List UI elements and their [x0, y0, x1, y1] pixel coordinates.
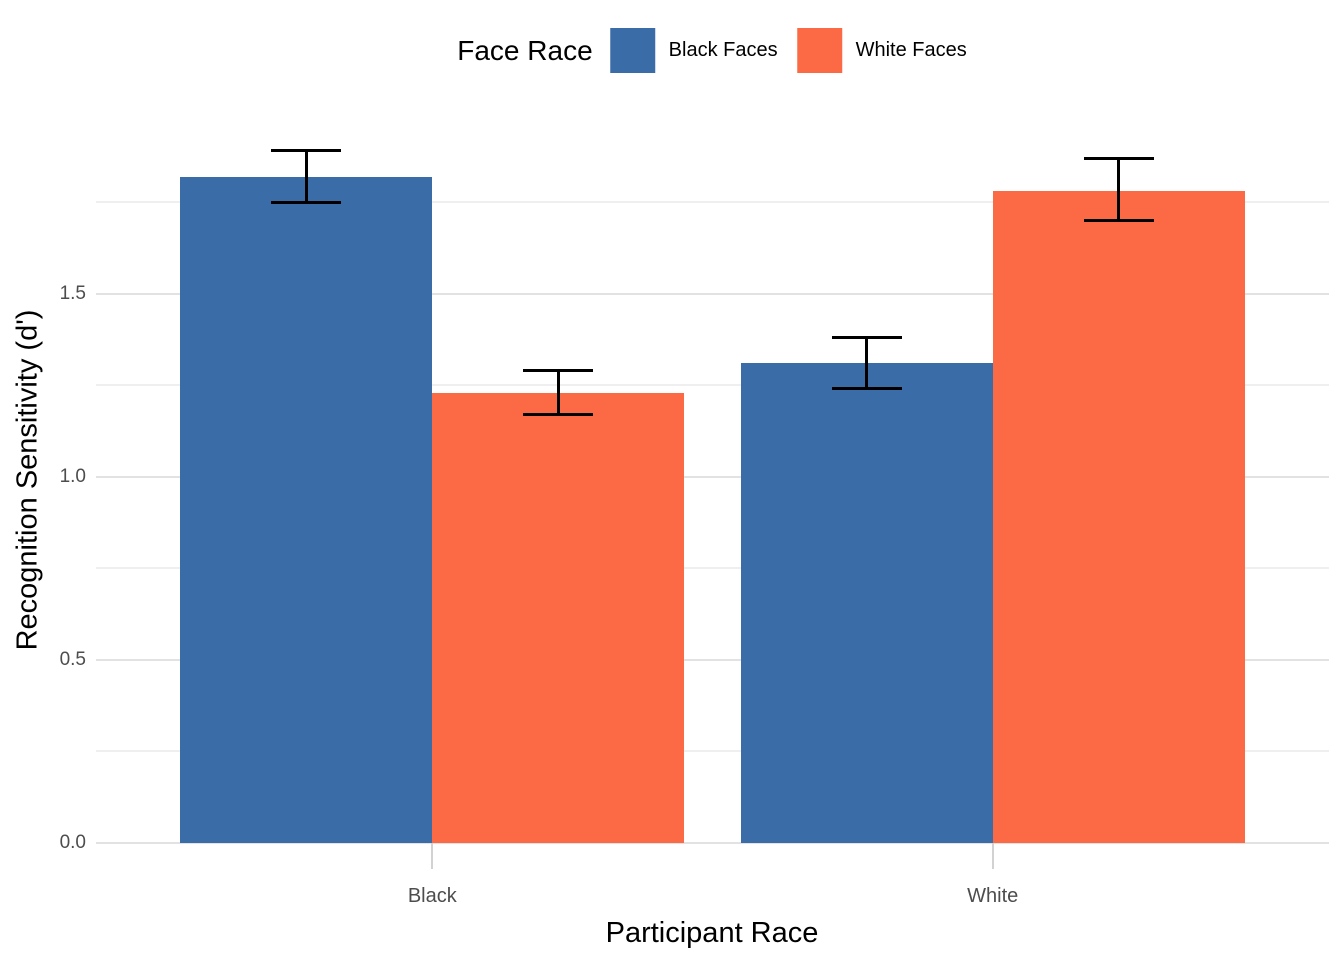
- y-tick-label-1.0: 1.0: [59, 465, 86, 487]
- error-bar-stem: [1117, 158, 1121, 221]
- legend-label-black-faces: Black Faces: [668, 39, 778, 61]
- error-bar-stem: [556, 370, 560, 415]
- error-bar-cap-top: [271, 149, 342, 153]
- legend-item-black-faces: Black Faces: [610, 28, 778, 73]
- error-bar-stem: [304, 150, 308, 203]
- gridline-major: [96, 842, 1329, 844]
- x-tick: [991, 843, 994, 869]
- gridline-minor: [96, 567, 1329, 570]
- y-tick-label-0.5: 0.5: [59, 648, 86, 670]
- error-bar-cap-bottom: [271, 200, 342, 204]
- error-bar-cap-top: [831, 336, 902, 340]
- y-tick-label-1.5: 1.5: [59, 282, 86, 304]
- error-bar-stem: [865, 337, 869, 389]
- legend-swatch-black-faces: [610, 28, 656, 73]
- x-tick-label-black: Black: [407, 885, 457, 907]
- legend-item-white-faces: White Faces: [797, 28, 967, 73]
- y-tick-label-0.0: 0.0: [59, 832, 86, 853]
- bar-white-white-faces: [992, 191, 1245, 843]
- gridline-major: [96, 658, 1329, 661]
- legend-title: Face Race: [457, 34, 593, 66]
- legend: Face Race Black Faces White Faces: [457, 28, 967, 73]
- x-tick: [431, 843, 434, 869]
- legend-swatch-white-faces: [797, 28, 843, 73]
- gridline-major: [96, 292, 1329, 295]
- error-bar-cap-bottom: [1083, 219, 1154, 223]
- gridline-minor: [96, 201, 1329, 204]
- error-bar-cap-top: [523, 369, 594, 373]
- legend-label-white-faces: White Faces: [855, 39, 967, 61]
- bar-black-white-faces: [432, 392, 685, 843]
- gridline-minor: [96, 750, 1329, 753]
- error-bar-cap-bottom: [831, 387, 902, 391]
- error-bar-cap-top: [1083, 156, 1154, 160]
- x-axis-title: Participant Race: [605, 917, 819, 949]
- bar-black-black-faces: [180, 176, 433, 843]
- gridline-minor: [96, 384, 1329, 387]
- bar-white-black-faces: [740, 363, 993, 843]
- y-axis-title: Recognition Sensitivity (d'): [11, 309, 44, 651]
- x-tick-label-white: White: [967, 885, 1019, 907]
- gridline-major: [96, 475, 1329, 478]
- error-bar-cap-bottom: [523, 413, 594, 417]
